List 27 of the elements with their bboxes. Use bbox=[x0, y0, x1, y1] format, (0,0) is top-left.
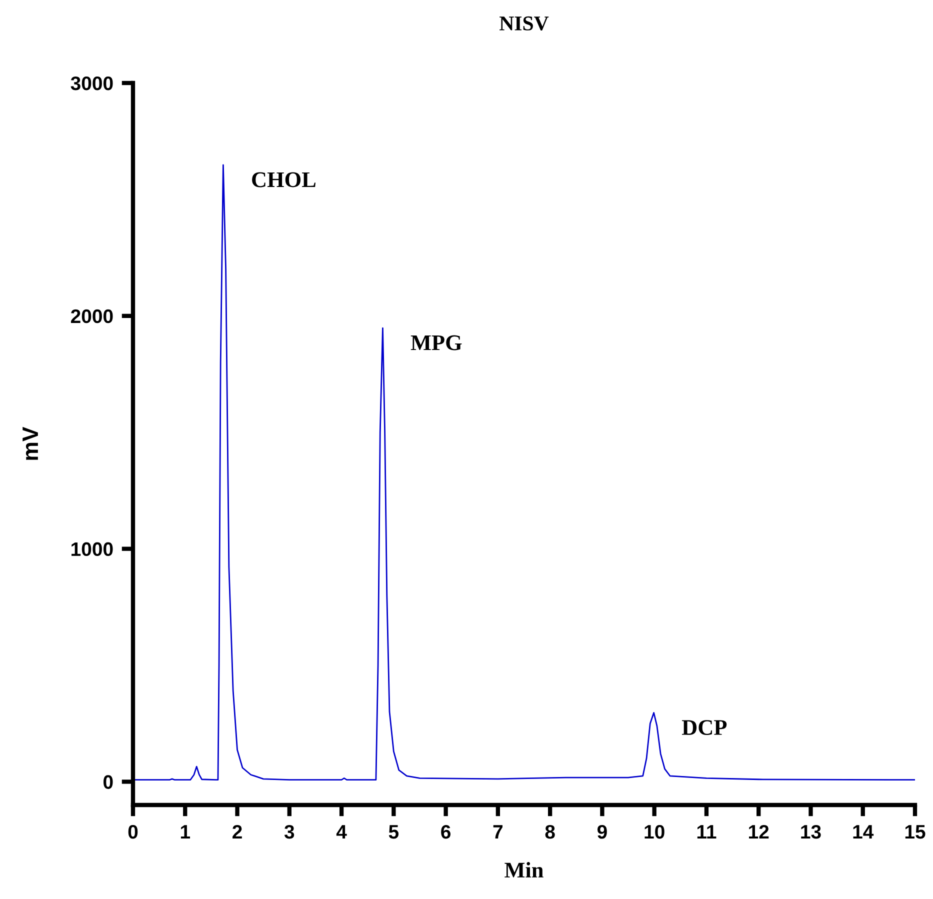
y-tick-label: 3000 bbox=[70, 76, 113, 90]
chart-title: NISV bbox=[500, 16, 549, 31]
y-tick-label: 2000 bbox=[70, 309, 113, 324]
x-tick-label: 0 bbox=[128, 824, 138, 839]
x-tick-label: 8 bbox=[545, 824, 555, 839]
x-tick-label: 6 bbox=[441, 824, 451, 839]
x-tick-label: 10 bbox=[644, 824, 664, 839]
x-tick-label: 2 bbox=[232, 824, 242, 839]
x-tick-label: 3 bbox=[284, 824, 294, 839]
x-tick-label: 14 bbox=[853, 825, 874, 839]
annotation: CHOL bbox=[252, 172, 316, 188]
x-tick-label: 1 bbox=[180, 825, 190, 839]
x-tick-label: 4 bbox=[336, 825, 347, 839]
annotation: MPG bbox=[410, 335, 462, 350]
x-tick-label: 11 bbox=[697, 825, 716, 839]
x-tick-label: 12 bbox=[749, 824, 769, 839]
x-axis-title: Min bbox=[504, 862, 544, 878]
annotation: DCP bbox=[682, 720, 727, 735]
y-axis-title: mV bbox=[22, 426, 38, 460]
line-series bbox=[133, 164, 915, 781]
x-tick-label: 7 bbox=[493, 825, 502, 839]
y-tick-label: 1000 bbox=[72, 542, 113, 556]
x-tick-label: 15 bbox=[905, 825, 926, 839]
x-tick-label: 9 bbox=[597, 824, 607, 839]
x-tick-label: 13 bbox=[801, 824, 821, 839]
y-tick-label: 0 bbox=[104, 775, 113, 789]
x-tick-label: 5 bbox=[388, 825, 399, 839]
